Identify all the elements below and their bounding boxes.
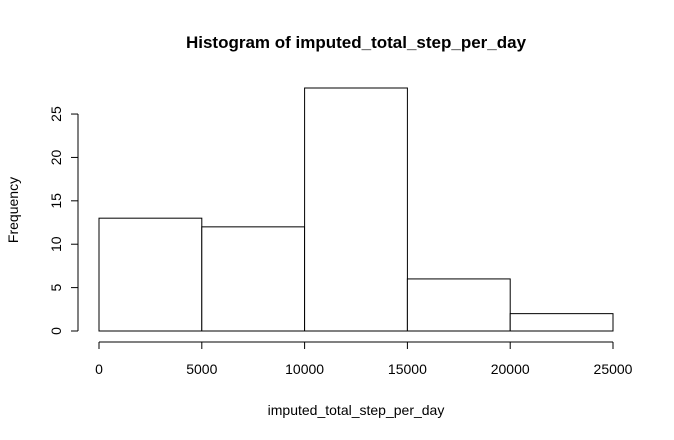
histogram-bar-0 (98, 217, 203, 332)
x-tick-label-1: 5000 (186, 361, 217, 377)
histogram-bar-1 (201, 226, 306, 332)
histogram-bar-2 (304, 87, 408, 332)
x-tick-label-3: 15000 (388, 361, 427, 377)
y-tick-label-5: 25 (48, 106, 64, 122)
chart-title: Histogram of imputed_total_step_per_day (186, 33, 527, 52)
x-tick-label-5: 25000 (594, 361, 633, 377)
y-tick-label-2: 10 (48, 236, 64, 252)
x-axis: 0 5000 10000 15000 20000 25000 (95, 341, 633, 377)
histogram-bar-3 (406, 278, 511, 332)
x-tick-label-2: 10000 (285, 361, 324, 377)
histogram-bar-4 (509, 313, 614, 332)
y-tick-label-0: 0 (48, 327, 64, 335)
y-tick-label-1: 5 (48, 284, 64, 292)
y-tick-label-3: 15 (48, 193, 64, 209)
x-tick-label-0: 0 (95, 361, 103, 377)
x-axis-label: imputed_total_step_per_day (268, 402, 445, 418)
y-tick-label-4: 20 (48, 149, 64, 165)
y-axis-label: Frequency (5, 177, 21, 243)
y-axis: 0 5 10 15 20 25 (48, 106, 79, 335)
x-tick-label-4: 20000 (491, 361, 530, 377)
bars-layer (98, 87, 614, 332)
